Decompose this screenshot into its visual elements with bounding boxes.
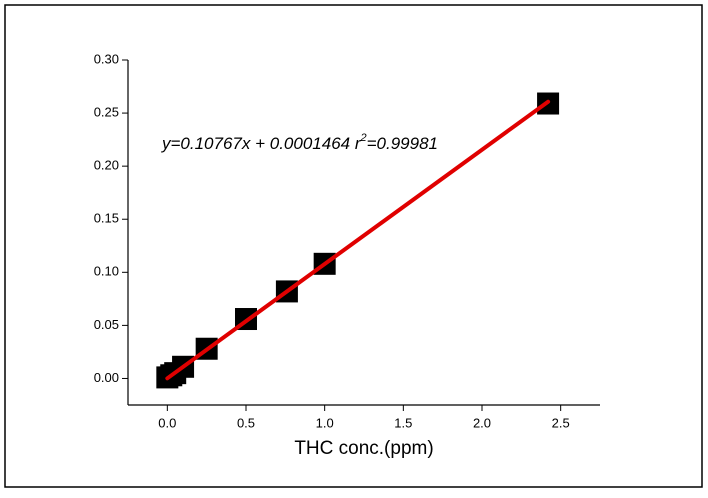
y-tick-label: 0.15 (94, 211, 119, 226)
annotation-sup: 2 (360, 132, 367, 144)
y-tick-label: 0.00 (94, 370, 119, 385)
y-tick-label: 0.25 (94, 105, 119, 120)
y-tick-label: 0.10 (94, 264, 119, 279)
x-tick-label: 1.0 (316, 415, 334, 430)
x-tick-label: 0.5 (237, 415, 255, 430)
x-axis-label: THC conc.(ppm) (294, 438, 433, 459)
y-tick-label: 0.30 (94, 51, 119, 66)
frame (4, 4, 703, 488)
annotation: y=0.10767x + 0.0001464 r2=0.99981 (161, 132, 438, 154)
annotation-tail: =0.99981 (367, 134, 438, 153)
x-tick-label: 2.0 (473, 415, 491, 430)
y-tick-label: 0.20 (94, 158, 119, 173)
x-tick-label: 2.5 (552, 415, 570, 430)
y-tick-label: 0.05 (94, 317, 119, 332)
annotation-main: y=0.10767x + 0.0001464 r (161, 134, 362, 153)
x-tick-label: 0.0 (158, 415, 176, 430)
x-tick-label: 1.5 (394, 415, 412, 430)
fit-line (165, 99, 551, 381)
